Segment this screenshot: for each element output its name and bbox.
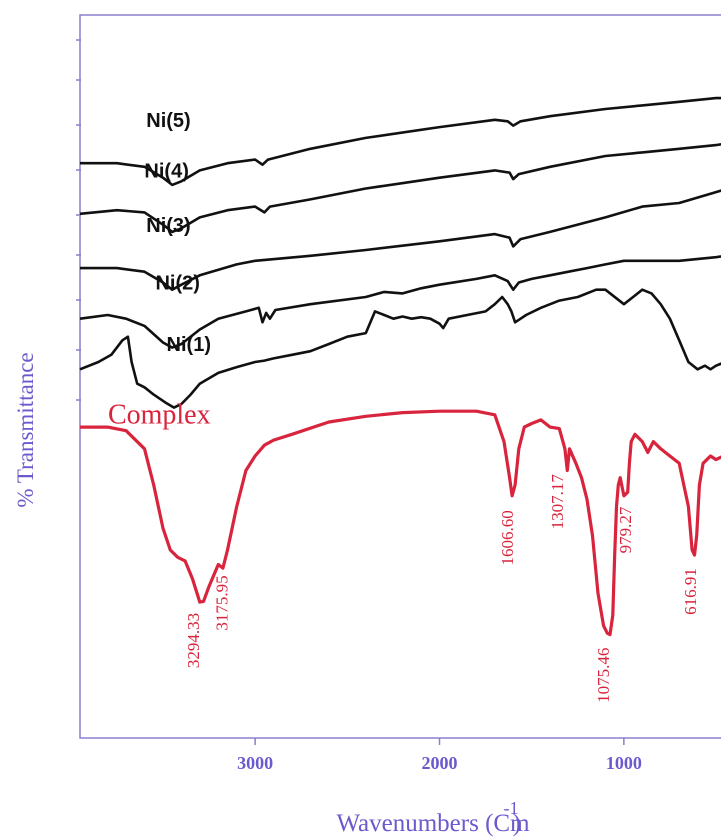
series-line-ni-1 <box>79 288 721 409</box>
series-label-ni-5: Ni(5) <box>146 110 190 132</box>
x-axis-label-superscript: -1 <box>504 798 519 818</box>
series-label-ni-2: Ni(2) <box>155 273 199 295</box>
series-label-ni-1: Ni(1) <box>167 334 211 356</box>
plot-frame <box>79 14 721 739</box>
x-axis-label-main: Wavenumbers (Cm <box>336 810 530 837</box>
peak-label-3294-33: 3294.33 <box>184 613 203 668</box>
peak-label-616-91: 616.91 <box>681 568 700 615</box>
series-line-ni-4 <box>79 143 721 234</box>
series-label-ni-3: Ni(3) <box>146 215 190 237</box>
series-label-group: Ni(5) Ni(4) Ni(3) Ni(2) Ni(1) Complex <box>108 110 211 430</box>
peak-label-3175-95: 3175.95 <box>213 575 232 630</box>
spectra-group <box>79 96 721 637</box>
peak-label-1075-46: 1075.46 <box>594 648 613 703</box>
peak-label-979-27: 979.27 <box>616 506 635 553</box>
peak-label-1307-17: 1307.17 <box>548 474 567 530</box>
series-label-ni-4: Ni(4) <box>144 161 188 183</box>
x-tick-label-2000: 2000 <box>421 753 457 773</box>
series-line-complex <box>80 409 721 637</box>
x-tick-label-1000: 1000 <box>606 753 642 773</box>
x-axis-label-close: ) <box>513 810 521 837</box>
x-tick-label-3000: 3000 <box>237 753 273 773</box>
series-line-ni-2 <box>79 255 721 349</box>
x-axis-label: Wavenumbers (Cm-1) <box>336 798 530 837</box>
peak-label-1606-60: 1606.60 <box>498 510 517 565</box>
series-line-ni-5 <box>80 96 721 187</box>
peak-annotation-group: 3294.33 3175.95 1606.60 1307.17 1075.46 979.2… <box>184 474 700 703</box>
series-line-ni-3 <box>80 189 721 291</box>
y-axis-label: % Transmittance <box>13 352 38 507</box>
x-tick-group: 3000 2000 1000 <box>76 39 642 773</box>
series-label-complex: Complex <box>108 399 211 430</box>
